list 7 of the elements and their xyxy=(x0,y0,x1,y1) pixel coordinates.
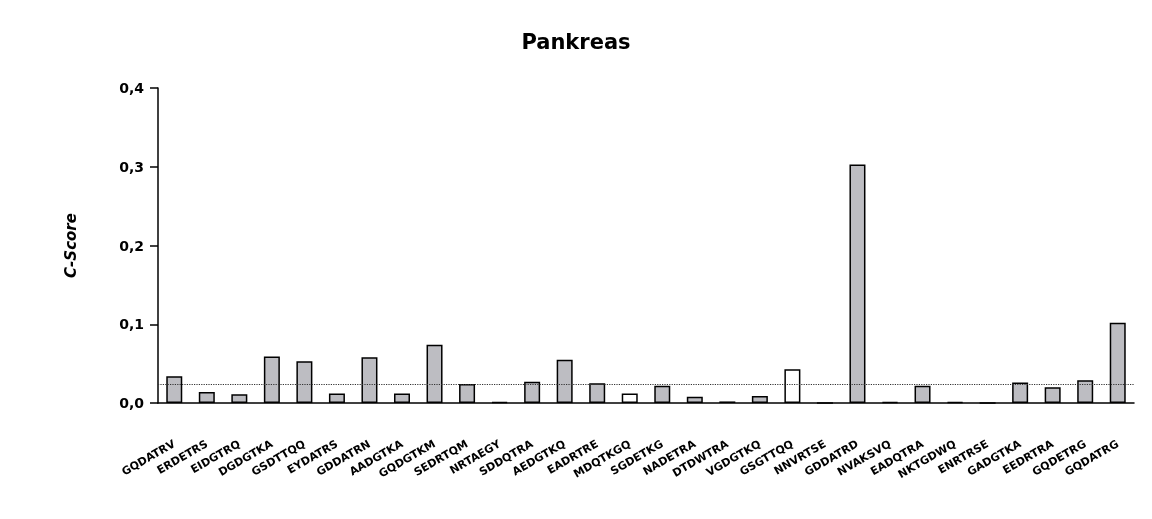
y-tick-label: 0,0 xyxy=(119,395,145,411)
y-tick-label: 0,2 xyxy=(119,237,144,254)
y-tick-label: 0,4 xyxy=(119,80,145,96)
y-axis-title: C-Score xyxy=(61,213,80,278)
chart-title: Pankreas xyxy=(521,29,631,54)
y-tick-label: 0,3 xyxy=(119,158,144,175)
y-tick-label: 0,1 xyxy=(119,316,144,333)
